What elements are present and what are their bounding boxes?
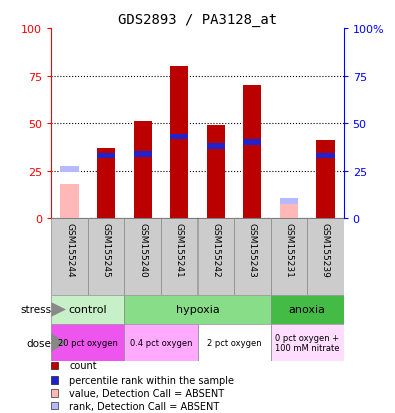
Bar [134, 122, 152, 219]
Text: percentile rank within the sample: percentile rank within the sample [69, 375, 234, 385]
Text: dose: dose [26, 338, 51, 348]
Bar [271, 295, 344, 324]
Bar [243, 140, 261, 146]
Bar [316, 141, 335, 219]
Text: GSM155239: GSM155239 [321, 223, 330, 278]
Text: 0.4 pct oxygen: 0.4 pct oxygen [130, 338, 192, 347]
Text: stress: stress [20, 305, 51, 315]
Text: GSM155231: GSM155231 [284, 223, 293, 278]
Bar [280, 199, 298, 205]
Bar [134, 152, 152, 157]
Bar [124, 295, 271, 324]
Text: GSM155242: GSM155242 [211, 223, 220, 277]
Bar [60, 185, 79, 219]
Text: GSM155241: GSM155241 [175, 223, 184, 277]
Bar [207, 144, 225, 150]
Text: control: control [69, 305, 107, 315]
Polygon shape [51, 334, 66, 352]
Bar [198, 219, 234, 295]
Bar [207, 126, 225, 219]
Bar [51, 324, 124, 361]
Bar [271, 324, 344, 361]
Text: GSM155243: GSM155243 [248, 223, 257, 277]
Bar [88, 219, 124, 295]
Text: count: count [69, 361, 97, 370]
Bar [307, 219, 344, 295]
Bar [271, 219, 307, 295]
Bar [97, 149, 115, 219]
Text: GSM155240: GSM155240 [138, 223, 147, 277]
Bar [316, 153, 335, 159]
Bar [124, 219, 161, 295]
Text: 0 pct oxygen +
100 mM nitrate: 0 pct oxygen + 100 mM nitrate [275, 333, 339, 352]
Text: rank, Detection Call = ABSENT: rank, Detection Call = ABSENT [69, 401, 219, 411]
Bar [51, 295, 124, 324]
Bar [243, 86, 261, 219]
Text: value, Detection Call = ABSENT: value, Detection Call = ABSENT [69, 388, 224, 398]
Bar [60, 166, 79, 172]
Text: GSM155244: GSM155244 [65, 223, 74, 277]
Bar [161, 219, 198, 295]
Title: GDS2893 / PA3128_at: GDS2893 / PA3128_at [118, 12, 277, 26]
Bar [51, 219, 88, 295]
Text: 20 pct oxygen: 20 pct oxygen [58, 338, 118, 347]
Bar [280, 204, 298, 219]
Text: GSM155245: GSM155245 [102, 223, 111, 277]
Text: anoxia: anoxia [289, 305, 325, 315]
Bar [198, 324, 271, 361]
Text: 2 pct oxygen: 2 pct oxygen [207, 338, 261, 347]
Bar [124, 324, 198, 361]
Bar [170, 67, 188, 219]
Bar [97, 153, 115, 159]
Bar [234, 219, 271, 295]
Polygon shape [51, 302, 66, 317]
Bar [170, 134, 188, 140]
Text: hypoxia: hypoxia [176, 305, 219, 315]
